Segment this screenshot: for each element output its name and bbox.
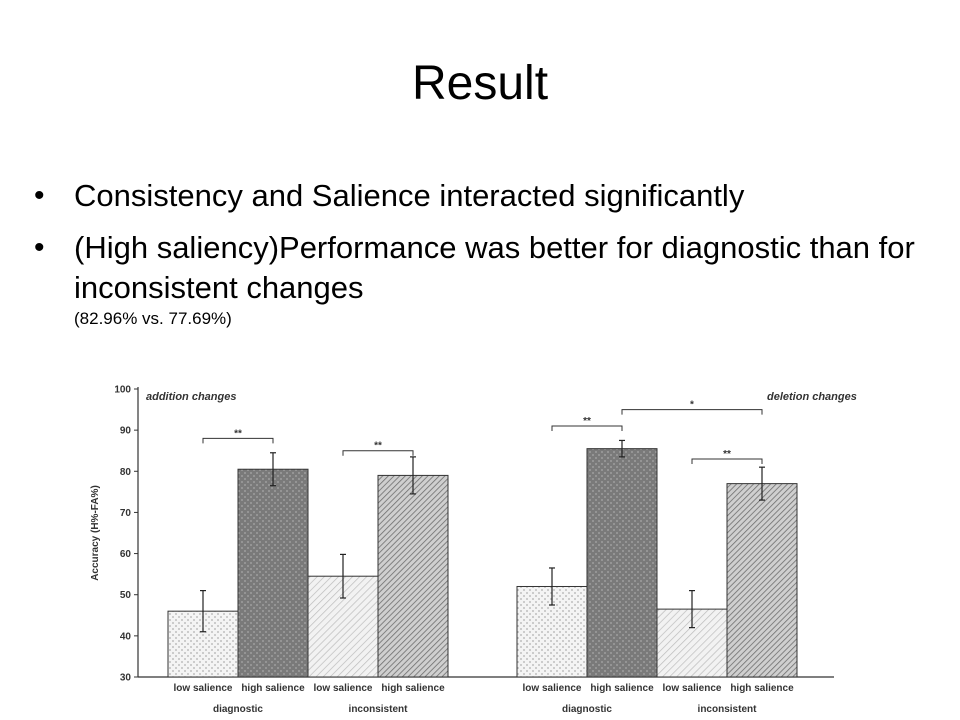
bullet-text: (High saliency)Performance was better fo… xyxy=(74,230,915,305)
significance-label: ** xyxy=(583,416,591,427)
y-tick-label: 90 xyxy=(120,426,132,437)
bullet-text: Consistency and Salience interacted sign… xyxy=(74,178,745,213)
significance-label: ** xyxy=(374,441,382,452)
y-tick-label: 80 xyxy=(120,467,132,478)
x-tick-label: high salience xyxy=(590,683,654,694)
bullet-list: • Consistency and Salience interacted si… xyxy=(34,176,934,342)
group-label: inconsistent xyxy=(698,704,758,715)
y-tick-label: 50 xyxy=(120,590,132,601)
accuracy-chart-svg: 30 40 50 60 70 80 90 100 Accuracy (H%-FA%) additi… xyxy=(90,385,857,716)
x-tick-label: high salience xyxy=(730,683,794,694)
bullet-item: • (High saliency)Performance was better … xyxy=(34,228,934,330)
significance-bracket xyxy=(691,458,763,464)
significance-label: ** xyxy=(234,428,242,439)
bullet-dot-icon: • xyxy=(34,179,45,212)
group-label: diagnostic xyxy=(562,704,612,715)
bar xyxy=(237,468,309,678)
bullet-note: (82.96% vs. 77.69%) xyxy=(74,309,232,328)
significance-bracket xyxy=(342,450,414,456)
x-tick-label: low salience xyxy=(174,683,233,694)
significance-label: * xyxy=(690,400,694,411)
group-label: inconsistent xyxy=(349,704,409,715)
x-tick-label: high salience xyxy=(241,683,305,694)
significance-label: ** xyxy=(723,449,731,460)
y-tick-label: 70 xyxy=(120,508,132,519)
bullet-item: • Consistency and Salience interacted si… xyxy=(34,176,934,216)
x-tick-label: low salience xyxy=(523,683,582,694)
slide-title: Result xyxy=(411,57,549,110)
x-tick-label: high salience xyxy=(381,683,445,694)
y-axis-label: Accuracy (H%-FA%) xyxy=(90,485,101,581)
panel-label: deletion changes xyxy=(767,391,857,403)
bullet-dot-icon: • xyxy=(34,231,45,264)
accuracy-chart: 30 40 50 60 70 80 90 100 Accuracy (H%-FA%) additi… xyxy=(84,378,874,720)
y-tick-label: 60 xyxy=(120,549,132,560)
bar xyxy=(377,474,449,678)
x-tick-label: low salience xyxy=(663,683,722,694)
significance-bracket xyxy=(202,437,274,444)
x-tick-label: low salience xyxy=(314,683,373,694)
y-tick-label: 30 xyxy=(120,673,132,684)
y-tick-label: 100 xyxy=(114,385,131,396)
significance-bracket xyxy=(551,425,623,432)
bar xyxy=(586,448,658,678)
panel-label: addition changes xyxy=(146,391,236,403)
significance-bracket xyxy=(621,409,763,415)
y-tick-label: 40 xyxy=(120,631,132,642)
bar xyxy=(726,483,798,678)
group-label: diagnostic xyxy=(213,704,263,715)
